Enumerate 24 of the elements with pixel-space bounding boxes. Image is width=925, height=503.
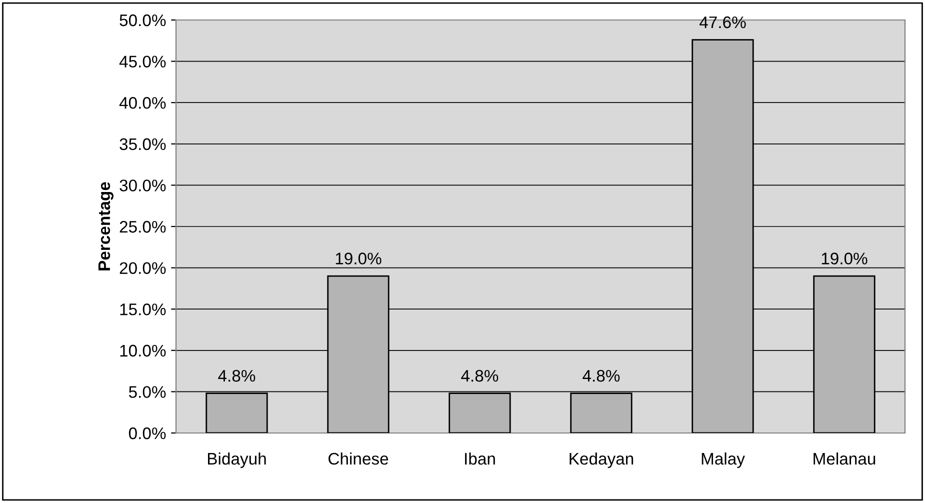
x-tick-label: Kedayan: [570, 452, 634, 468]
y-tick-label: 0.0%: [128, 427, 166, 440]
y-tick-label: 45.0%: [119, 56, 166, 68]
y-tick-label: 40.0%: [119, 97, 166, 109]
y-tick-label: 25.0%: [120, 220, 166, 233]
y-tick-label: 20.0%: [120, 262, 166, 274]
y-tick-label: 35.0%: [120, 138, 166, 150]
data-label: 47.6%: [700, 16, 746, 28]
x-tick-label: Bidayuh: [208, 452, 266, 468]
y-tick-label: 5.0%: [128, 386, 166, 398]
y-tick-label: 15.0%: [120, 304, 166, 316]
y-tick-label: 50.0%: [120, 14, 166, 26]
x-tick-label: Malay: [702, 452, 745, 468]
y-tick-label: 30.0%: [120, 180, 166, 192]
data-label: 19.0%: [822, 252, 868, 264]
x-tick-label: Chinese: [328, 452, 388, 465]
data-label: 4.8%: [218, 370, 256, 382]
y-tick-label: 10.0%: [120, 344, 166, 357]
x-tick-label: Melanau: [814, 452, 876, 465]
y-axis-title: Percentage: [98, 182, 114, 270]
data-label: 4.8%: [461, 370, 498, 382]
data-label: 19.0%: [336, 252, 382, 264]
x-tick-label: Iban: [465, 452, 495, 465]
data-label: 4.8%: [582, 370, 620, 382]
